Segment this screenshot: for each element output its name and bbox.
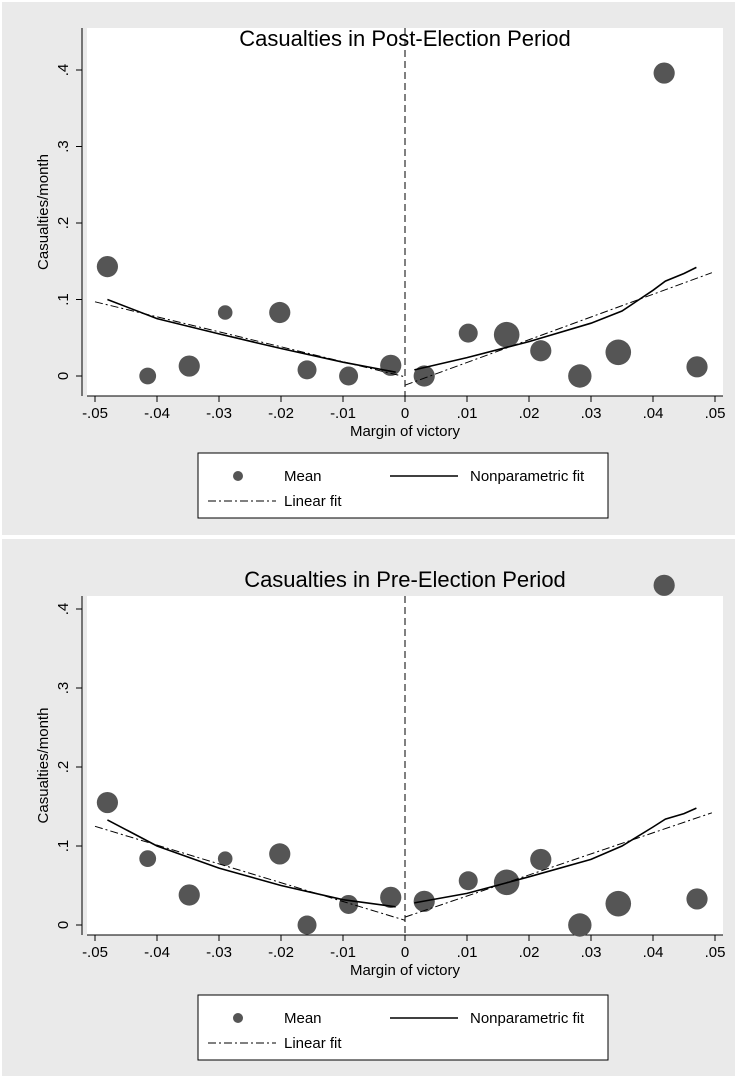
chart-1-x-tick-label: .05 xyxy=(705,944,726,961)
chart-1-x-tick-label: .02 xyxy=(519,944,540,961)
chart-0-mean-point xyxy=(458,323,478,343)
chart-1-x-tick-label: -.03 xyxy=(206,944,232,961)
chart-1-x-tick-label: .01 xyxy=(457,944,478,961)
chart-1-legend-mean-marker xyxy=(233,1013,243,1023)
chart-1-legend-mean-label: Mean xyxy=(284,1010,322,1027)
chart-0-linear-fit-line xyxy=(404,272,713,386)
chart-0-x-tick-label: .04 xyxy=(643,405,664,422)
chart-0-legend-nonparametric-label: Nonparametric fit xyxy=(470,468,585,485)
chart-0-x-tick-label: .02 xyxy=(519,405,540,422)
chart-1-y-tick-label: .4 xyxy=(55,603,72,616)
chart-1-mean-point xyxy=(530,848,552,871)
chart-1-mean-point xyxy=(339,894,359,914)
chart-0-nonparametric-fit-line xyxy=(107,298,396,373)
chart-0-mean-point xyxy=(568,364,592,388)
chart-0-mean-point xyxy=(530,340,552,362)
chart-1-y-tick-label: .1 xyxy=(55,840,72,853)
chart-0-mean-point xyxy=(178,355,200,377)
chart-0-mean-point xyxy=(413,365,435,387)
chart-0-mean-point xyxy=(686,356,708,378)
chart-0-mean-point xyxy=(217,305,233,320)
chart-0-mean-point xyxy=(653,62,675,84)
chart-1-x-tick-label: -.05 xyxy=(82,944,108,961)
chart-1-x-tick-label: .03 xyxy=(581,944,602,961)
chart-1-x-tick-label: -.01 xyxy=(330,944,356,961)
chart-0-legend-box xyxy=(197,452,609,519)
chart-1-mean-point xyxy=(380,886,402,908)
chart-0-x-axis-label: Margin of victory xyxy=(350,423,461,440)
chart-1-x-tick-label: .04 xyxy=(643,944,664,961)
chart-1-mean-point xyxy=(139,850,157,868)
chart-0-x-tick-label: -.05 xyxy=(82,405,108,422)
chart-0-mean-point xyxy=(297,360,317,380)
chart-0-x-tick-label: -.01 xyxy=(330,405,356,422)
chart-1-nonparametric-fit-line xyxy=(414,807,697,904)
chart-1-title: Casualties in Pre-Election Period xyxy=(244,567,566,592)
chart-1-mean-point xyxy=(217,851,233,866)
chart-1-y-tick-label: 0 xyxy=(55,921,72,929)
chart-1-x-tick-label: -.04 xyxy=(144,944,170,961)
chart-1-mean-point xyxy=(269,843,291,865)
chart-0-x-tick-label: -.04 xyxy=(144,405,170,422)
chart-0-legend-linear-label: Linear fit xyxy=(284,493,342,510)
chart-0-x-tick-label: .03 xyxy=(581,405,602,422)
post-election-chart: Casualties in Post-Election Period0.1.2.… xyxy=(35,26,726,519)
chart-0-legend-mean-label: Mean xyxy=(284,468,322,485)
chart-0-mean-point xyxy=(605,339,632,366)
chart-0-mean-point xyxy=(139,367,157,385)
chart-1-x-tick-label: -.02 xyxy=(268,944,294,961)
chart-1-mean-point xyxy=(297,915,317,935)
chart-1-legend-box xyxy=(197,994,609,1061)
chart-1-legend-nonparametric-label: Nonparametric fit xyxy=(470,1010,585,1027)
chart-0-y-tick-label: .4 xyxy=(55,64,72,77)
post-election-chart-panel: Casualties in Post-Election Period 0.1.2.… xyxy=(2,2,735,535)
chart-1-x-tick-label: 0 xyxy=(401,944,409,961)
chart-0-y-tick-label: 0 xyxy=(55,372,72,380)
chart-1-nonparametric-fit-line xyxy=(107,819,396,908)
chart-1-mean-point xyxy=(458,871,478,891)
chart-0-x-tick-label: -.02 xyxy=(268,405,294,422)
chart-0-x-tick-label: .05 xyxy=(705,405,726,422)
chart-0-linear-fit-line xyxy=(94,301,406,378)
chart-0-y-tick-label: .2 xyxy=(55,217,72,230)
chart-1-mean-point xyxy=(686,888,708,910)
chart-1-mean-point xyxy=(96,791,118,814)
chart-0-x-tick-label: .01 xyxy=(457,405,478,422)
chart-0-y-tick-label: .3 xyxy=(55,140,72,153)
chart-1-mean-point xyxy=(653,574,675,596)
chart-1-y-axis-label: Casualties/month xyxy=(35,708,52,824)
chart-1-x-axis-label: Margin of victory xyxy=(350,962,461,979)
pre-election-chart: Casualties in Pre-Election Period 0 .1 .2 .3… xyxy=(35,567,726,1061)
chart-0-mean-point xyxy=(96,256,118,278)
chart-0-mean-point xyxy=(339,366,359,386)
chart-1-mean-point xyxy=(605,890,632,917)
chart-0-mean-point xyxy=(493,321,520,348)
chart-1-legend-linear-label: Linear fit xyxy=(284,1035,342,1052)
chart-0-x-tick-label: -.03 xyxy=(206,405,232,422)
chart-0-y-axis-label: Casualties/month xyxy=(35,154,52,270)
chart-1-mean-point xyxy=(568,913,592,937)
pre-election-chart-panel: Casualties in Pre-Election Period 0 .1 .2 .3… xyxy=(2,539,735,1076)
chart-1-linear-fit-line xyxy=(404,812,713,918)
chart-0-legend-mean-marker xyxy=(233,471,243,481)
chart-1-y-tick-label: .2 xyxy=(55,761,72,774)
chart-0-nonparametric-fit-line xyxy=(414,266,697,371)
chart-1-y-tick-label: .3 xyxy=(55,682,72,695)
chart-0-y-tick-label: .1 xyxy=(55,293,72,306)
chart-0-mean-point xyxy=(269,301,291,324)
chart-1-linear-fit-line xyxy=(94,825,406,921)
chart-1-mean-point xyxy=(178,884,200,906)
chart-0-x-tick-label: 0 xyxy=(401,405,409,422)
chart-0-mean-point xyxy=(380,354,402,376)
